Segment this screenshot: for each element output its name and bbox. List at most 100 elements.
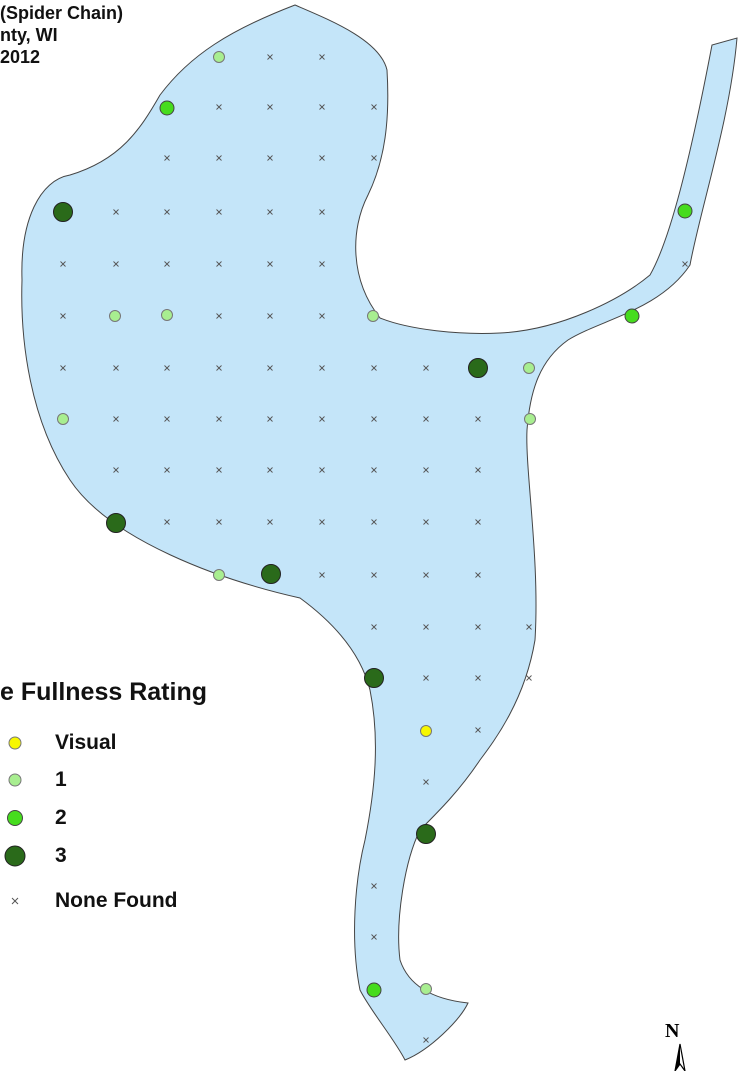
none-found-marker [216, 519, 222, 525]
title-line-1: (Spider Chain) [0, 3, 124, 23]
none-found-marker [164, 519, 170, 525]
visual-marker-icon [8, 736, 22, 750]
lake-shape [21, 4, 738, 1061]
none-found-marker [319, 313, 325, 319]
legend-label-2: 2 [55, 806, 67, 829]
none-found-marker [319, 155, 325, 161]
none-found-marker [423, 675, 429, 681]
none-found-marker [475, 572, 481, 578]
none-found-marker [267, 365, 273, 371]
none-found-marker [475, 519, 481, 525]
rating-3-marker [364, 668, 384, 688]
none-found-marker [267, 261, 273, 267]
none-found-marker [526, 624, 532, 630]
none-found-marker [216, 365, 222, 371]
none-found-marker [319, 467, 325, 473]
rating-2-marker [677, 203, 693, 219]
none-found-marker [164, 365, 170, 371]
none-found-marker [423, 1037, 429, 1043]
none-found-marker [319, 416, 325, 422]
none-found-marker [371, 416, 377, 422]
none-found-marker [371, 883, 377, 889]
north-arrow-icon [674, 1043, 686, 1071]
none-found-marker [371, 572, 377, 578]
none-found-marker [113, 209, 119, 215]
none-found-marker-icon [11, 897, 19, 905]
none-found-marker [423, 779, 429, 785]
none-found-marker [423, 467, 429, 473]
none-found-marker [267, 519, 273, 525]
rating-1-marker [213, 569, 225, 581]
rating-1-marker [213, 51, 225, 63]
none-found-marker [216, 313, 222, 319]
none-found-marker [371, 155, 377, 161]
rating-2-marker [624, 308, 640, 324]
none-found-marker [475, 416, 481, 422]
rating-1-marker [367, 310, 379, 322]
none-found-marker [319, 365, 325, 371]
none-found-marker [371, 365, 377, 371]
none-found-marker [267, 54, 273, 60]
legend-label-1: 1 [55, 768, 67, 791]
none-found-marker [475, 624, 481, 630]
none-found-marker [682, 261, 688, 267]
none-found-marker [216, 155, 222, 161]
none-found-marker [216, 416, 222, 422]
legend-label-none: None Found [55, 889, 178, 912]
title-line-2: nty, WI [0, 25, 58, 45]
none-found-marker [267, 313, 273, 319]
none-found-marker [216, 467, 222, 473]
legend-label-3: 3 [55, 844, 67, 867]
rating-3-marker [416, 824, 436, 844]
visual-marker [420, 725, 432, 737]
none-found-marker [371, 519, 377, 525]
none-found-marker [60, 261, 66, 267]
rating-1-marker [57, 413, 69, 425]
none-found-marker [267, 467, 273, 473]
none-found-marker [164, 467, 170, 473]
none-found-marker [319, 519, 325, 525]
none-found-marker [475, 467, 481, 473]
none-found-marker [371, 934, 377, 940]
rating-1-marker [109, 310, 121, 322]
none-found-marker [319, 209, 325, 215]
none-found-marker [60, 313, 66, 319]
none-found-marker [113, 416, 119, 422]
rating-1-marker-icon [8, 773, 22, 787]
rating-2-marker [159, 100, 175, 116]
none-found-marker [371, 467, 377, 473]
rating-3-marker [106, 513, 126, 533]
rating-2-marker [366, 982, 382, 998]
none-found-marker [371, 104, 377, 110]
none-found-marker [216, 209, 222, 215]
none-found-marker [267, 209, 273, 215]
rating-2-marker-icon [7, 810, 23, 826]
none-found-marker [423, 572, 429, 578]
none-found-marker [423, 624, 429, 630]
none-found-marker [267, 155, 273, 161]
rating-1-marker [161, 309, 173, 321]
legend-label-visual: Visual [55, 731, 117, 754]
title-line-3: 2012 [0, 47, 41, 67]
none-found-marker [216, 104, 222, 110]
rating-1-marker [420, 983, 432, 995]
none-found-marker [526, 675, 532, 681]
rating-3-marker [53, 202, 73, 222]
none-found-marker [60, 365, 66, 371]
none-found-marker [319, 572, 325, 578]
none-found-marker [423, 416, 429, 422]
rating-1-marker [524, 413, 536, 425]
none-found-marker [475, 675, 481, 681]
none-found-marker [371, 624, 377, 630]
none-found-marker [113, 365, 119, 371]
north-label: N [665, 1020, 680, 1042]
north-arrow: N [665, 1020, 695, 1071]
none-found-marker [319, 261, 325, 267]
none-found-marker [423, 365, 429, 371]
none-found-marker [319, 104, 325, 110]
rating-1-marker [523, 362, 535, 374]
none-found-marker [216, 261, 222, 267]
rating-3-marker [261, 564, 281, 584]
legend-title: e Fullness Rating [0, 678, 207, 706]
